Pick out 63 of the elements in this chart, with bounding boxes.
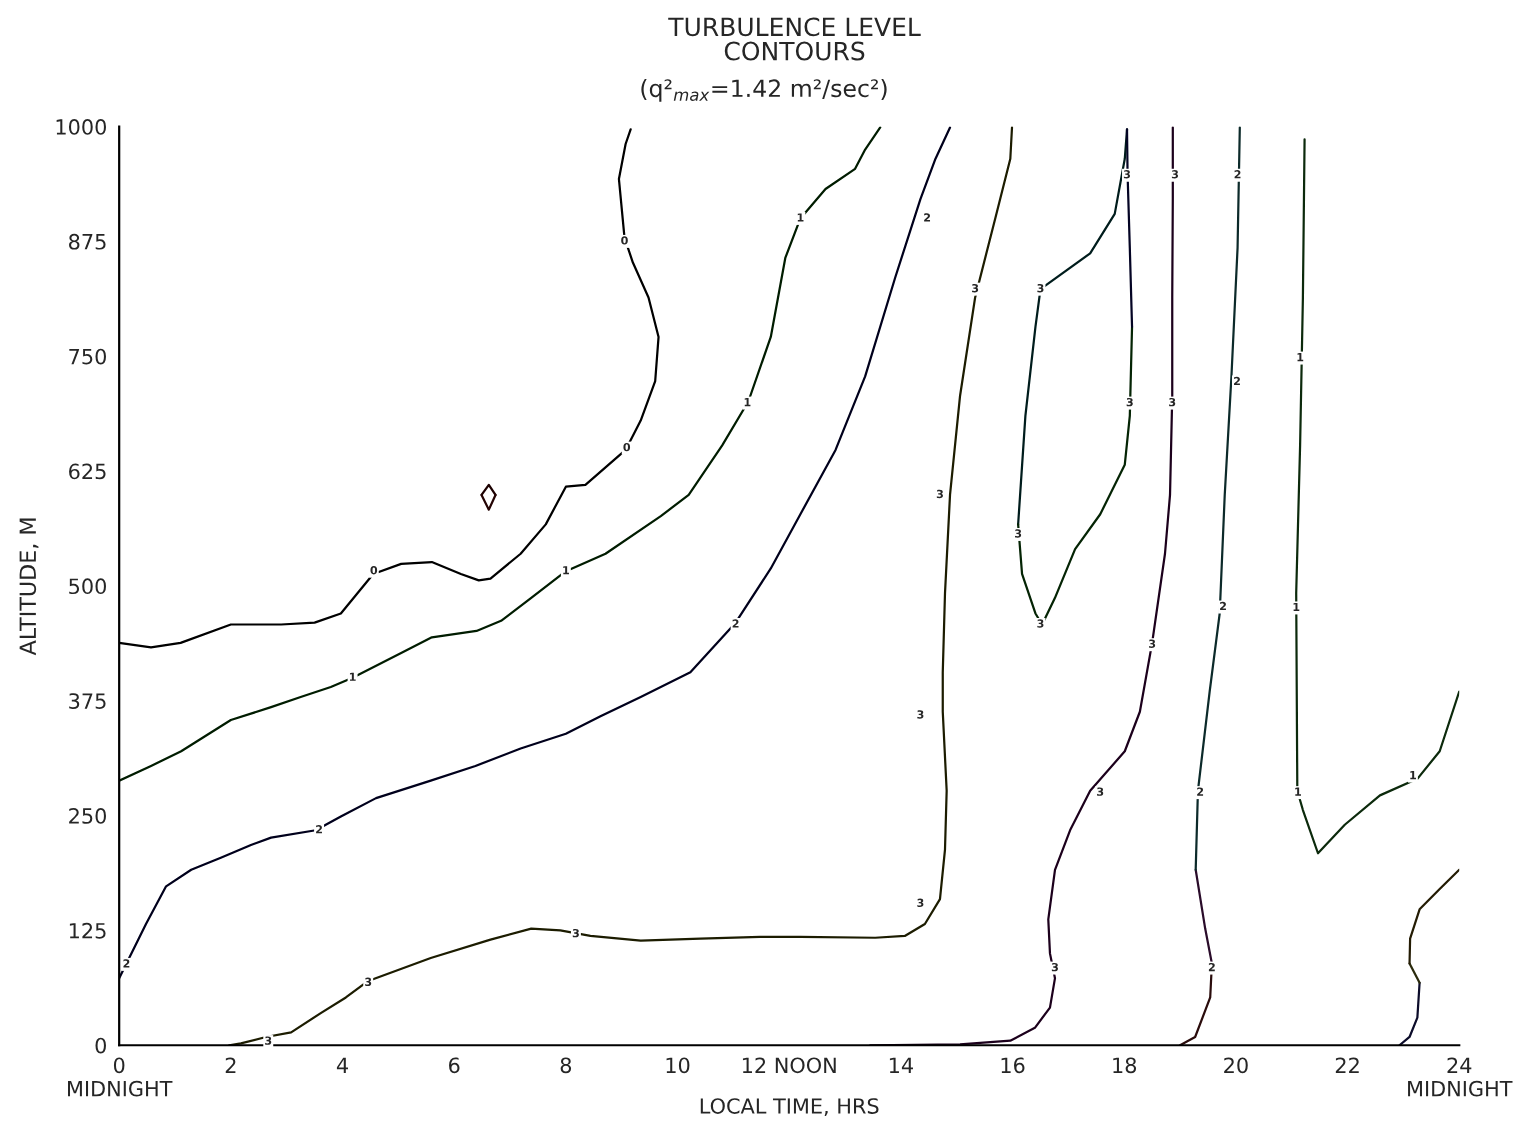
y-axis-title: ALTITUDE, M bbox=[19, 518, 39, 656]
annotation: 0 bbox=[370, 566, 378, 575]
x-tick-label: 0 MIDNIGHT bbox=[68, 1057, 173, 1097]
annotation: 0 bbox=[621, 236, 628, 245]
annotation: 2 bbox=[924, 213, 931, 222]
y-tick-label: 250 bbox=[69, 808, 106, 824]
annotation: 3 bbox=[1015, 529, 1022, 538]
annotation: 3 bbox=[572, 928, 579, 938]
annotation: 0 bbox=[623, 442, 631, 452]
annotation: 2 bbox=[123, 959, 130, 968]
y-tick-label: 125 bbox=[69, 922, 106, 939]
annotation: 3 bbox=[365, 977, 372, 986]
annotation: 2 bbox=[732, 619, 739, 628]
y-tick-label: 500 bbox=[69, 578, 106, 595]
annotation: 3 bbox=[265, 1036, 272, 1045]
annotation: 2 bbox=[1234, 170, 1241, 179]
y-tick-label: 0 bbox=[95, 1037, 106, 1054]
annotation: 1 bbox=[563, 566, 569, 575]
annotation: 3 bbox=[1051, 962, 1058, 972]
chart-title: TURBULENCE LEVEL CONTOURS bbox=[668, 17, 921, 61]
annotation: 2 bbox=[1208, 962, 1215, 972]
x-tick-label: 14 bbox=[889, 1057, 913, 1073]
y-tick-label: 875 bbox=[69, 233, 106, 250]
annotation: 3 bbox=[1037, 619, 1044, 628]
x-tick-label: 16 bbox=[1001, 1057, 1025, 1074]
annotation: 1 bbox=[744, 398, 751, 407]
annotation: 2 bbox=[316, 825, 322, 834]
annotation: 3 bbox=[1123, 170, 1130, 179]
x-tick-label: 24 MIDNIGHT bbox=[1408, 1057, 1513, 1097]
x-tick-label: 22 bbox=[1335, 1057, 1359, 1073]
annotation: 3 bbox=[1037, 283, 1044, 293]
x-tick-label: 2 bbox=[225, 1057, 236, 1073]
y-tick-label: 625 bbox=[69, 463, 106, 480]
annotation: 3 bbox=[1149, 639, 1156, 648]
annotation: 1 bbox=[1295, 787, 1301, 796]
annotation: 3 bbox=[917, 898, 924, 907]
annotation: 3 bbox=[1126, 397, 1133, 407]
annotation: 2 bbox=[1197, 787, 1204, 796]
annotation: 3 bbox=[1169, 397, 1176, 407]
annotation: 3 bbox=[1171, 170, 1179, 179]
annotation: 1 bbox=[349, 672, 356, 681]
annotation: 3 bbox=[917, 710, 924, 719]
annotation: 1 bbox=[1410, 771, 1416, 780]
annotation: 3 bbox=[1097, 787, 1104, 796]
x-tick-label: 12 NOON bbox=[742, 1057, 836, 1074]
annotation: 1 bbox=[797, 213, 804, 222]
x-tick-label: 4 bbox=[336, 1057, 348, 1073]
y-tick-label: 1000 bbox=[56, 119, 106, 135]
annotation: 3 bbox=[936, 489, 943, 499]
x-tick-label: 10 bbox=[666, 1057, 690, 1074]
x-tick-label: 20 bbox=[1224, 1057, 1248, 1074]
y-tick-label: 750 bbox=[69, 348, 106, 365]
x-tick-label: 8 bbox=[560, 1057, 572, 1074]
x-tick-label: 18 bbox=[1113, 1057, 1137, 1074]
y-tick-label: 375 bbox=[69, 693, 106, 709]
annotation: 1 bbox=[1293, 602, 1300, 612]
x-tick-label: 6 bbox=[449, 1057, 460, 1074]
annotation: 1 bbox=[1297, 353, 1304, 362]
x-axis-title: LOCAL TIME, HRS bbox=[700, 1098, 879, 1117]
annotation: 2 bbox=[1220, 601, 1226, 611]
annotation: 2 bbox=[1234, 376, 1240, 386]
annotation: 3 bbox=[972, 283, 979, 293]
chart-subtitle: (q²$_{max}$=1.42 m²/sec²) bbox=[641, 78, 887, 102]
